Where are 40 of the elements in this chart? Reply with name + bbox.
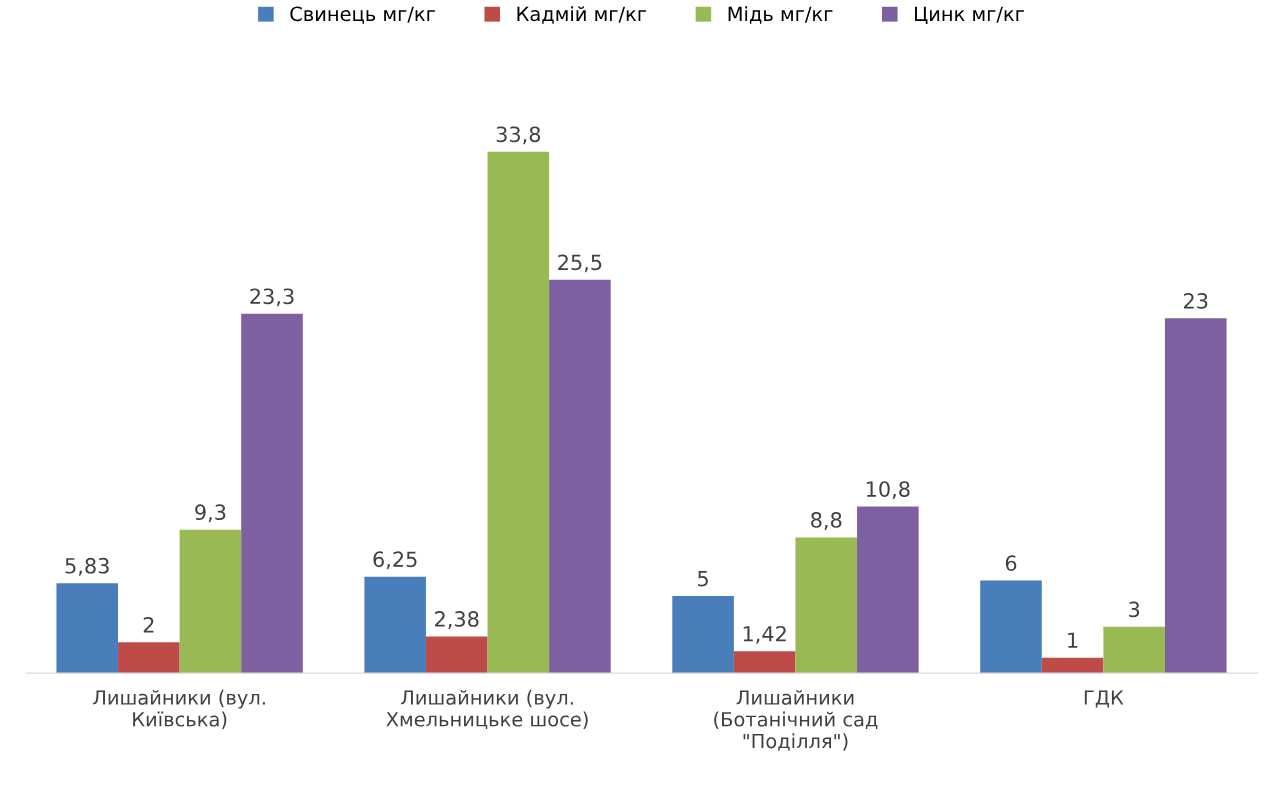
bar — [425, 636, 488, 674]
data-label: 23 — [1184, 293, 1208, 309]
bar — [241, 313, 303, 674]
x-tick-label: Лишайники (вул. Хмельницьке шосе) — [386, 689, 588, 730]
bar — [487, 151, 550, 674]
data-label: 2,38 — [435, 611, 479, 629]
data-label: 10,8 — [866, 481, 910, 500]
bar — [56, 583, 119, 674]
bar — [364, 576, 426, 674]
bar — [1041, 657, 1104, 674]
bar — [980, 580, 1042, 674]
bar — [118, 642, 180, 674]
bar — [672, 596, 734, 674]
bar — [857, 506, 919, 674]
data-label: 6,25 — [373, 551, 417, 570]
data-label: 5 — [698, 570, 708, 587]
data-label: 2 — [143, 616, 154, 633]
data-label: 1 — [1068, 632, 1078, 648]
data-label: 3 — [1129, 601, 1140, 618]
x-tick-label: Лишайники (вул. Київська) — [93, 689, 265, 729]
legend-label: Свинець мг/кг — [290, 6, 435, 24]
legend-label: Цинк мг/кг — [915, 6, 1024, 24]
data-label: 25,5 — [558, 254, 602, 273]
data-label: 33,8 — [496, 126, 541, 145]
x-tick-label: ГДК — [1084, 690, 1124, 708]
bar — [733, 651, 796, 674]
data-label: 8,8 — [811, 512, 842, 530]
data-label: 23,3 — [250, 288, 294, 307]
legend-label: Кадмій мг/кг — [517, 6, 647, 24]
data-label: 9,3 — [195, 504, 226, 523]
bar — [1164, 318, 1227, 674]
bar — [795, 537, 858, 674]
data-label: 6 — [1005, 555, 1017, 571]
data-label: 5,83 — [65, 557, 109, 576]
bar — [549, 279, 611, 674]
x-tick-label: Лишайники (Ботанічний сад "Поділля") — [714, 689, 878, 751]
data-label: 1,42 — [743, 625, 786, 644]
bar — [1103, 626, 1165, 674]
legend-label: Мідь мг/кг — [728, 6, 833, 24]
bar — [179, 529, 242, 674]
